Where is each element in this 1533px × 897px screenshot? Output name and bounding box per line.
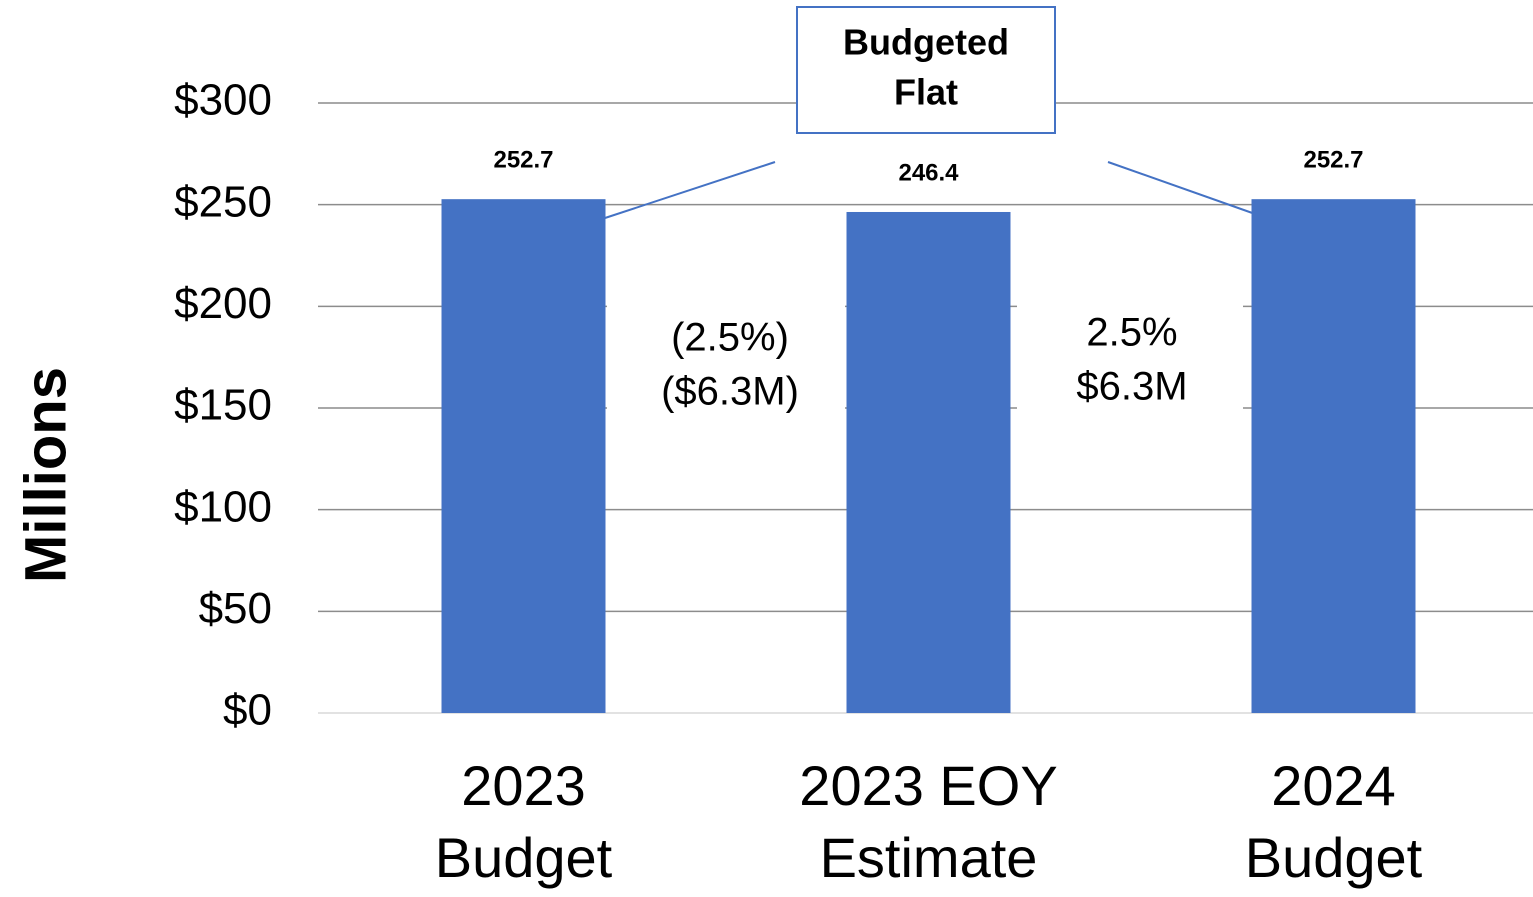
bar — [1251, 199, 1416, 714]
annotation-text: (2.5%) — [671, 316, 789, 360]
x-tick-label-line: 2023 EOY — [799, 754, 1057, 817]
x-tick-label-line: Budget — [435, 826, 613, 889]
x-tick-label-line: Estimate — [820, 826, 1038, 889]
y-tick-label: $100 — [174, 482, 272, 531]
value-label: 252.7 — [1303, 147, 1363, 174]
y-tick-label: $300 — [174, 76, 272, 125]
annotation-text: 2.5% — [1086, 311, 1177, 355]
y-axis-label: Millions — [13, 367, 78, 583]
callout-leader — [604, 161, 776, 219]
bar — [846, 211, 1011, 713]
callout-text: Flat — [894, 72, 958, 113]
callout-box — [796, 6, 1056, 134]
value-label: 252.7 — [493, 147, 553, 174]
x-tick-label: 2023 EOY Estimate — [799, 754, 1057, 889]
x-tick-label-line: Budget — [1245, 826, 1423, 889]
callout-leader — [1107, 161, 1259, 216]
y-tick-label: $250 — [174, 177, 272, 226]
x-tick-label-line: 2023 — [461, 754, 586, 817]
y-tick-label: $0 — [223, 686, 272, 735]
y-tick-label: $50 — [199, 584, 272, 633]
callout-text: Budgeted — [843, 22, 1009, 63]
bar — [441, 199, 606, 714]
annotation-bg — [1017, 300, 1243, 415]
annotation-bg — [607, 300, 845, 415]
y-tick-label: $200 — [174, 279, 272, 328]
annotation-text: $6.3M — [1076, 365, 1187, 409]
x-tick-label: 2023 Budget — [435, 754, 613, 889]
x-tick-label-line: 2024 — [1271, 754, 1396, 817]
annotation-text: ($6.3M) — [661, 370, 799, 414]
y-tick-label: $150 — [174, 381, 272, 430]
x-tick-label: 2024 Budget — [1245, 754, 1423, 889]
value-label: 246.4 — [898, 159, 959, 186]
